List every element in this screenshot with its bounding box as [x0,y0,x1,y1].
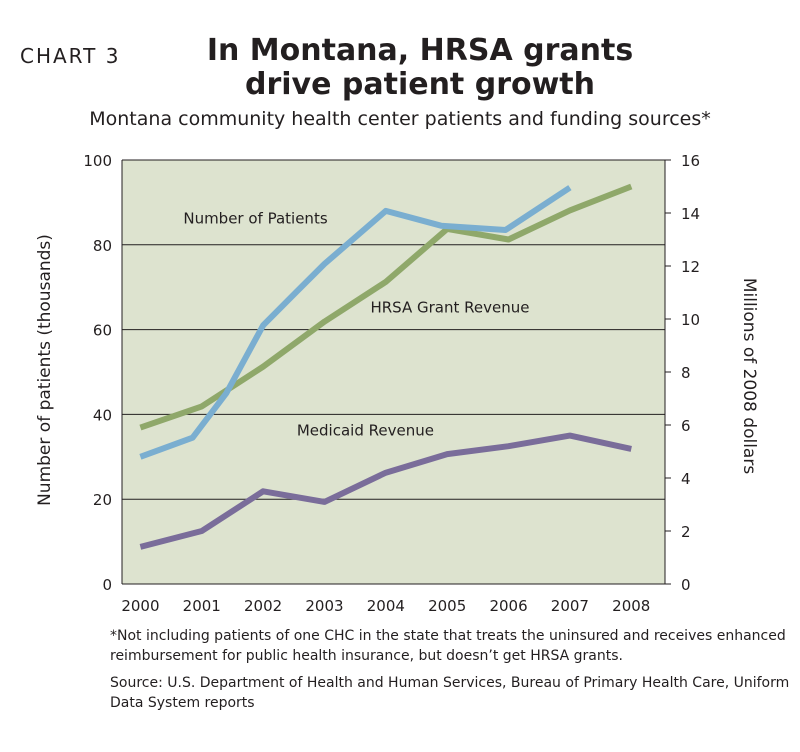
series-line-hrsa-grant-revenue [139,183,633,431]
y-left-tick-label: 40 [93,406,112,424]
series-label-number-of-patients: Number of Patients [183,210,327,228]
y-axis-right-label: Millions of 2008 dollars [739,278,759,474]
title-line-2: drive patient growth [244,67,596,102]
series-line-medicaid-revenue [139,432,632,550]
plot-background [122,160,665,584]
title-line-1: In Montana, HRSA grants [206,33,634,68]
x-tick-label: 2002 [244,597,282,615]
x-tick-label: 2006 [489,597,527,615]
y-axis-left-label: Number of patients (thousands) [35,234,55,506]
chart-subtitle: Montana community health center patients… [89,108,711,130]
x-tick-label: 2008 [612,597,650,615]
chart-title: In Montana, HRSA grants drive patient gr… [150,34,690,102]
series-lines [139,183,633,550]
x-tick-label: 2007 [551,597,589,615]
y-right-tick-label: 0 [681,576,691,594]
y-right-tick-label: 10 [681,311,700,329]
y-left-tick-label: 20 [93,491,112,509]
x-tick-label: 2000 [121,597,159,615]
x-axis-ticks: 2000 2001 2002 2003 2004 2005 2006 2007 2008 [121,597,650,615]
chart-number-label: CHART 3 [20,44,121,68]
y-right-tick-label: 14 [681,205,700,223]
y-right-tick-label: 8 [681,364,691,382]
left-axis-ticks: 0 20 40 60 80 100 [83,152,112,594]
x-tick-label: 2005 [428,597,466,615]
right-axis-ticks: 0 2 4 6 8 10 12 14 16 [665,152,700,594]
x-tick-label: 2003 [305,597,343,615]
series-labels: Number of Patients HRSA Grant Revenue Medi… [183,210,529,440]
y-left-tick-label: 80 [93,237,112,255]
source-note: Source: U.S. Department of Health and Hu… [110,675,790,711]
footnote: *Not including patients of one CHC in th… [110,628,786,664]
series-label-medicaid-revenue: Medicaid Revenue [297,422,434,440]
y-right-tick-label: 16 [681,152,700,170]
series-line-number-of-patients [139,185,572,460]
y-left-tick-label: 60 [93,322,112,340]
y-left-tick-label: 100 [83,152,112,170]
y-right-tick-label: 6 [681,417,691,435]
y-right-tick-label: 4 [681,470,691,488]
series-label-hrsa-grant-revenue: HRSA Grant Revenue [370,299,529,317]
x-tick-label: 2004 [367,597,405,615]
y-left-tick-label: 0 [102,576,112,594]
x-tick-label: 2001 [183,597,221,615]
y-right-tick-label: 12 [681,258,700,276]
y-right-tick-label: 2 [681,523,691,541]
